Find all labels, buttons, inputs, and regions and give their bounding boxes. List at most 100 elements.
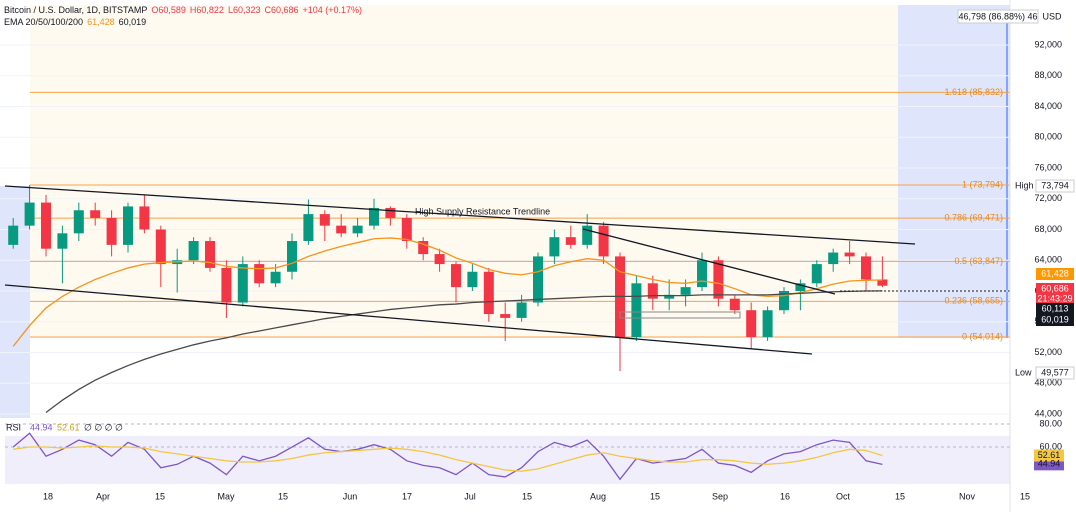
y-tick-label: 80,000 [1034,132,1062,142]
candle-body [352,225,363,234]
x-tick-label: 17 [402,491,412,501]
price-tag-label: 60,019 [1041,314,1069,324]
rsi-tag-label: 44.94 [1038,459,1061,469]
rsi-legend: 52.61 [57,422,80,432]
measure-label: 46,798 (86.88%) 46 [958,11,1037,21]
y-tick-label: 76,000 [1034,162,1062,172]
line-series [12,237,883,347]
candle-body [205,241,215,268]
rsi-legend: 44.94 [30,422,53,432]
y-tick-label: 68,000 [1034,224,1062,234]
header: Bitcoin / U.S. Dollar, 1D, BITSTAMP O60,5… [4,4,366,28]
rsi-band [5,436,1010,484]
x-tick-label: 15 [522,491,532,501]
line-series [45,290,883,413]
candle-body [90,210,101,218]
x-tick-label: Apr [96,491,110,501]
ohlc: L60,323 [227,5,261,15]
fib-label: 0.786 (69,471) [944,213,1003,223]
candle-body [336,225,347,234]
candle-body [385,207,396,218]
candle-body [188,241,199,261]
y-tick-label: 52,000 [1034,347,1062,357]
candle-body [24,202,35,226]
candle-body [401,217,412,242]
x-tick-label: 15 [650,491,660,501]
rsi-tag-label: 52.61 [1038,450,1061,460]
candle-body [369,207,379,226]
candle-body [762,310,773,338]
candle-body [713,260,724,299]
candle-body [237,264,248,303]
price-tag [1036,303,1074,315]
candle-body [861,256,871,280]
candle-body [287,241,297,272]
x-tick-label: 15 [155,491,165,501]
fib-label: 0.5 (63,847) [954,256,1003,266]
candle-body [270,271,281,284]
x-tick-label: Aug [590,491,606,501]
y-tick-label: 48,000 [1034,378,1062,388]
candle-body [631,283,642,338]
candle-body [8,225,19,245]
candle-body [697,260,707,288]
price-tag-label: 73,794 [1041,180,1069,190]
x-tick-label: May [217,491,235,501]
line-series [13,445,883,472]
price-tag [1036,283,1074,305]
candle-body [123,206,133,245]
candle-body [221,267,232,303]
candle-body [467,271,478,288]
price-tag-time: 21:43:29 [1037,293,1072,303]
x-tick-label: 16 [780,491,790,501]
candle-body [680,287,691,295]
candle-body [451,264,461,288]
x-tick-label: Jul [464,491,476,501]
x-tick-label: 15 [1020,491,1030,501]
trendline [582,228,836,295]
candle-body [418,241,429,255]
candle-body [434,254,445,265]
candle-body [795,283,806,291]
price-tag [1036,268,1074,280]
y-tick-label: 64,000 [1034,255,1062,265]
ohlc: H60,822 [189,5,224,15]
price-tag [1035,366,1075,380]
y-tick-label: 84,000 [1034,101,1062,111]
candle-body [746,310,757,338]
x-tick-label: Sep [712,491,728,501]
candle-body [582,225,593,245]
rsi-title: RSI [6,422,21,432]
x-tick-label: Jun [343,491,358,501]
candle-body [106,217,117,245]
line-series [12,432,883,481]
x-tick-label: 15 [895,491,905,501]
price-tag [1036,314,1074,326]
candle-body [483,271,494,315]
candle-body [779,290,789,311]
fib-label: 0.236 (58,655) [944,296,1003,306]
candle-body [516,302,527,318]
change: +104 (+0.17%) [302,5,363,15]
price-tag-label: 61,428 [1041,268,1069,278]
candle-body [533,256,543,303]
trendline [4,284,813,355]
rsi-legend: ∅ ∅ ∅ ∅ [84,422,123,432]
y-tick-label: 88,000 [1034,70,1062,80]
ema-title: EMA 20/50/100/200 [4,17,84,27]
candle-body [303,214,314,242]
rsi-tick-label: 60.00 [1039,441,1062,451]
price-tag-name: Low [1015,367,1032,377]
header-row: Bitcoin / U.S. Dollar, 1D, BITSTAMP O60,5… [4,4,366,16]
candle-body [500,314,511,318]
fib-label: 1.618 (85,832) [944,87,1003,97]
candle-body [877,279,888,286]
rsi-tick-label: 80.00 [1039,418,1062,428]
rsi-tag [1034,449,1064,462]
candle-body [319,214,330,226]
x-tick-label: 15 [278,491,288,501]
candle-body [828,252,839,265]
measure-zone [898,5,1010,338]
x-tick-label: Oct [836,491,851,501]
